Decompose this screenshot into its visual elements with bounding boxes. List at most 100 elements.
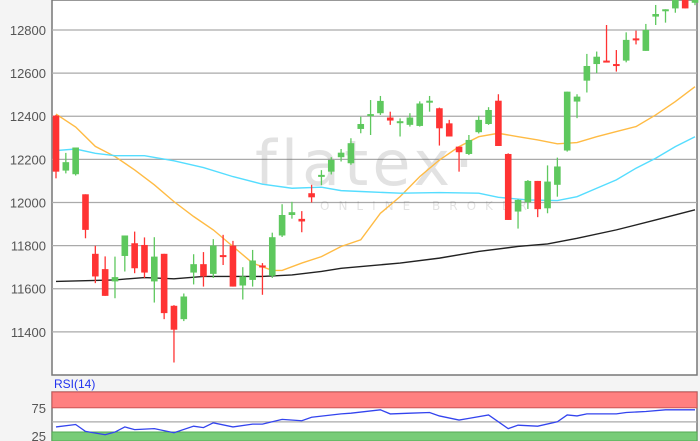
- candle: [534, 180, 542, 218]
- candle: [583, 53, 591, 93]
- candle: [662, 9, 669, 23]
- candle: [229, 240, 237, 287]
- candle: [347, 138, 355, 165]
- candle: [337, 149, 345, 162]
- candle: [416, 101, 424, 127]
- candle: [219, 234, 227, 266]
- candle: [249, 249, 256, 287]
- candle: [121, 235, 129, 272]
- candle: [298, 211, 306, 233]
- candle-body: [613, 64, 620, 67]
- candle-body: [662, 9, 669, 12]
- y-tick-label: 12200: [10, 152, 46, 167]
- y-tick-label: 12800: [10, 23, 46, 38]
- candle-body: [180, 296, 188, 320]
- candle: [455, 146, 463, 172]
- moving-averages: [55, 86, 696, 283]
- moving-average-line: [55, 136, 696, 202]
- candle: [436, 107, 443, 146]
- candle-body: [524, 180, 532, 203]
- candle-body: [672, 0, 679, 9]
- candle: [622, 32, 630, 63]
- candle: [357, 116, 365, 134]
- candle-body: [62, 162, 70, 171]
- candle: [681, 0, 689, 9]
- candle: [632, 30, 640, 45]
- candle-body: [426, 100, 433, 103]
- candle-body: [652, 14, 659, 17]
- candle-body: [406, 117, 414, 125]
- candle: [62, 152, 70, 174]
- candle: [386, 111, 394, 125]
- candle-body: [534, 180, 542, 210]
- y-tick-label: 11800: [11, 239, 46, 254]
- candle-body: [622, 39, 630, 61]
- rsi-title: RSI(14): [54, 377, 95, 391]
- y-axis: 11400 11600 11800 12000 12200 12400 12600 12800: [10, 23, 46, 340]
- rsi-overbought-band: [51, 391, 698, 409]
- candle: [465, 134, 473, 156]
- candle-body: [681, 0, 689, 9]
- candle-body: [229, 245, 237, 287]
- candle: [406, 113, 414, 127]
- candle: [475, 115, 483, 134]
- candle-body: [308, 193, 315, 198]
- candle-body: [239, 276, 247, 286]
- candle-body: [190, 264, 197, 273]
- rsi-tick-label: 75: [32, 401, 46, 416]
- candle-body: [327, 160, 335, 172]
- candle: [92, 245, 99, 284]
- candle: [308, 184, 315, 203]
- candle: [101, 256, 109, 296]
- candles: [52, 0, 699, 363]
- y-tick-label: 12600: [10, 66, 46, 81]
- candle: [200, 252, 207, 287]
- candle: [652, 4, 659, 26]
- candle: [367, 100, 374, 135]
- candle: [445, 119, 453, 137]
- candle-body: [288, 212, 296, 215]
- candle-body: [82, 194, 89, 230]
- candle: [524, 180, 532, 209]
- candle-body: [259, 265, 266, 268]
- candle: [318, 170, 325, 186]
- candle: [82, 194, 89, 239]
- candle-body: [209, 245, 217, 274]
- candle: [544, 165, 551, 214]
- candle-body: [337, 152, 345, 158]
- candle-body: [504, 153, 512, 220]
- candle-body: [485, 109, 492, 124]
- candle-body: [554, 166, 561, 185]
- candle: [603, 25, 610, 63]
- candle: [514, 199, 522, 229]
- candle-body: [249, 260, 256, 280]
- candle-body: [573, 96, 581, 102]
- y-tick-label: 12400: [10, 109, 46, 124]
- price-plot-area: [51, 0, 698, 376]
- watermark-logo-text: flatex·: [255, 127, 478, 200]
- y-tick-label: 11600: [11, 282, 46, 297]
- candle: [278, 204, 286, 237]
- candle-body: [92, 253, 99, 277]
- candle-body: [347, 143, 355, 164]
- candle-body: [200, 264, 207, 277]
- candle-body: [514, 199, 522, 212]
- candle-body: [495, 100, 502, 146]
- candle: [495, 94, 502, 146]
- candle-body: [396, 121, 404, 124]
- candle-body: [111, 277, 119, 282]
- candle: [170, 305, 178, 363]
- candle: [485, 107, 492, 125]
- candle: [396, 118, 404, 137]
- y-tick-label: 11400: [11, 325, 46, 340]
- candle-body: [475, 119, 483, 133]
- candle: [268, 232, 276, 278]
- candle-body: [160, 253, 168, 314]
- candle-body: [278, 214, 286, 236]
- candle: [72, 147, 79, 176]
- candle-body: [593, 56, 600, 65]
- candle: [141, 237, 148, 278]
- candle: [259, 263, 266, 295]
- candle: [593, 51, 600, 74]
- candle: [111, 256, 119, 299]
